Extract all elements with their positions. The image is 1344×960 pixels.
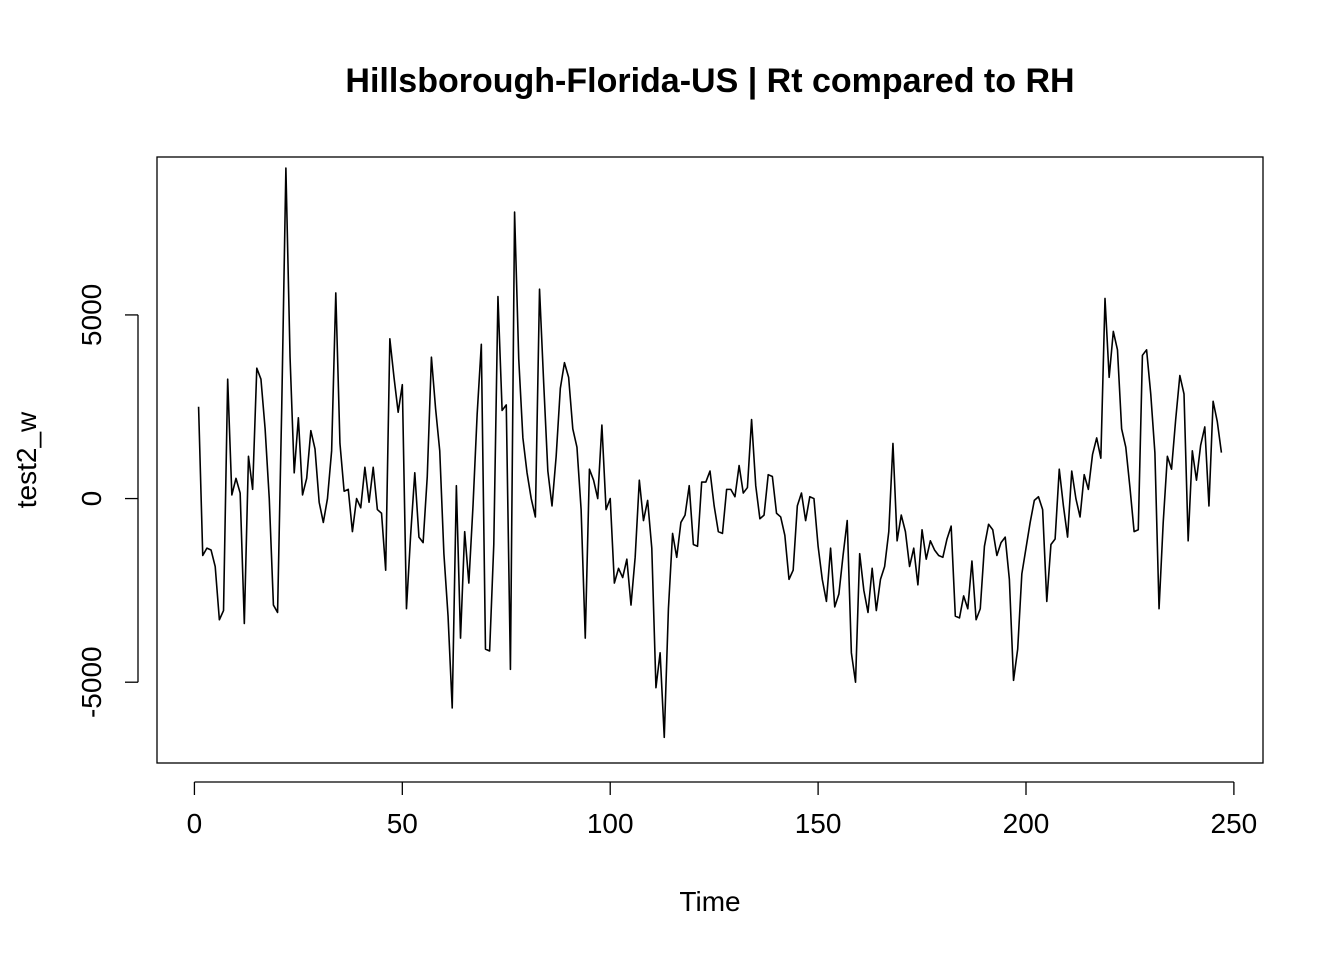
x-axis-label: Time — [679, 886, 740, 917]
plot-frame — [156, 156, 1264, 764]
x-tick-label: 0 — [187, 808, 203, 839]
y-tick-label: 0 — [76, 491, 107, 507]
y-tick-label: -5000 — [76, 646, 107, 718]
series-line — [197, 167, 1223, 739]
y-axis: -5000 0 5000 — [76, 284, 139, 718]
x-axis: 0 50 100 150 200 250 — [187, 781, 1258, 839]
x-tick-label: 200 — [1003, 808, 1050, 839]
x-tick-label: 250 — [1211, 808, 1258, 839]
x-tick-label: 50 — [387, 808, 418, 839]
series-layer — [197, 167, 1223, 739]
y-tick-label: 5000 — [76, 284, 107, 346]
y-axis-label: test2_w — [11, 411, 42, 508]
chart-title: Hillsborough-Florida-US | Rt compared to… — [345, 62, 1074, 100]
x-tick-label: 150 — [795, 808, 842, 839]
x-tick-label: 100 — [587, 808, 634, 839]
